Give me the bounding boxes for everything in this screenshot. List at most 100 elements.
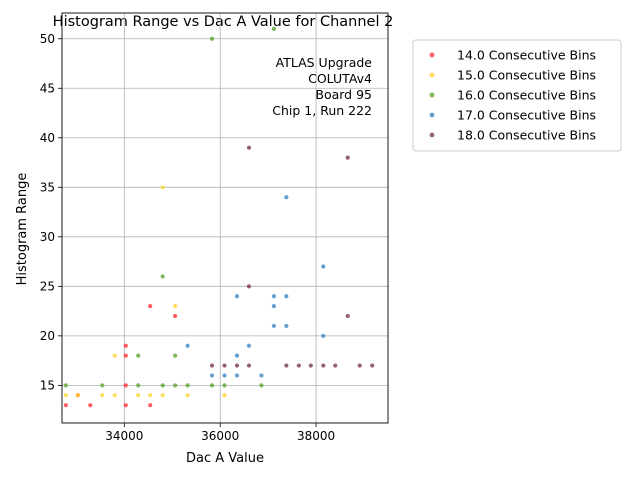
legend: 14.0 Consecutive Bins 15.0 Consecutive Bi… [412, 39, 622, 152]
data-point-series-3 [209, 383, 215, 388]
y-tick-label: 45 [40, 82, 55, 96]
plot-area-frame [61, 12, 389, 424]
legend-label: 16.0 Consecutive Bins [457, 88, 596, 103]
data-point-series-1 [63, 403, 68, 408]
y-tick-label: 40 [40, 131, 55, 145]
data-point-series-5 [222, 363, 227, 368]
data-point-series-1 [148, 403, 153, 408]
data-point-series-4 [321, 264, 326, 269]
data-point-series-2 [160, 185, 165, 190]
data-point-series-2 [173, 304, 178, 309]
data-point-series-2 [100, 393, 105, 398]
data-point-series-3 [271, 26, 276, 31]
annotation-line: ATLAS Upgrade [276, 55, 373, 70]
data-point-series-2 [185, 393, 190, 398]
annotation-line: Board 95 [315, 87, 372, 102]
data-point-series-3 [136, 353, 141, 358]
data-point-series-4 [209, 373, 215, 378]
y-tick-label: 25 [40, 280, 55, 294]
x-tick-label: 38000 [297, 429, 335, 443]
data-point-series-5 [246, 363, 252, 368]
data-point-series-4 [234, 373, 240, 378]
data-point-series-3 [185, 383, 190, 388]
data-point-series-5 [345, 155, 350, 160]
data-point-series-4 [271, 323, 276, 329]
grid-lines [62, 13, 388, 423]
legend-label: 18.0 Consecutive Bins [457, 128, 596, 143]
data-point-series-2 [112, 393, 117, 398]
data-point-series-5 [321, 363, 326, 368]
y-tick-label: 20 [40, 329, 55, 343]
legend-marker [429, 132, 435, 138]
x-tick-label: 36000 [201, 429, 239, 443]
data-point-series-2 [148, 393, 153, 398]
data-point-series-4 [284, 323, 289, 329]
y-tick-label: 35 [40, 181, 55, 195]
data-point-series-1 [123, 383, 128, 388]
data-point-series-4 [284, 294, 289, 299]
data-point-series-1 [88, 403, 93, 408]
data-point-series-4 [234, 294, 240, 299]
data-point-series-1 [123, 403, 128, 408]
legend-marker [429, 52, 435, 58]
data-point-series-2 [112, 353, 117, 358]
data-point-series-4 [321, 333, 326, 338]
data-point-series-3 [160, 383, 165, 388]
data-point-series-5 [246, 284, 252, 289]
data-point-series-5 [357, 363, 362, 368]
legend-label: 17.0 Consecutive Bins [457, 108, 596, 123]
data-point-series-4 [271, 304, 276, 309]
legend-marker [429, 112, 435, 118]
legend-marker [429, 72, 435, 78]
data-point-series-5 [345, 313, 350, 319]
x-tick-label: 34000 [105, 429, 143, 443]
data-points [63, 26, 375, 408]
data-point-series-1 [148, 304, 153, 309]
y-tick-label: 30 [40, 230, 55, 244]
data-point-series-1 [123, 343, 128, 348]
data-point-series-3 [63, 383, 68, 388]
data-point-series-5 [234, 363, 240, 368]
data-point-series-2 [136, 393, 141, 398]
data-point-series-5 [246, 145, 252, 150]
data-point-series-2 [160, 393, 165, 398]
data-point-series-3 [173, 383, 178, 388]
y-axis-label: Histogram Range [15, 173, 30, 286]
data-point-series-3 [160, 274, 165, 279]
legend-label: 14.0 Consecutive Bins [457, 48, 596, 63]
data-point-series-4 [185, 343, 190, 348]
data-point-series-5 [284, 363, 289, 368]
data-point-series-4 [234, 353, 240, 358]
legend-label: 15.0 Consecutive Bins [457, 68, 596, 83]
annotation-line: COLUTAv4 [308, 71, 372, 86]
legend-frame [412, 39, 622, 152]
data-point-series-1 [123, 353, 128, 358]
data-point-series-4 [222, 373, 227, 378]
y-tick-label: 50 [40, 32, 55, 46]
data-point-series-4 [271, 294, 276, 299]
y-tick-label: 15 [40, 379, 55, 393]
data-point-series-2 [222, 393, 227, 398]
data-point-series-3 [209, 36, 215, 41]
x-axis-ticks: 34000 36000 38000 [105, 423, 335, 443]
data-point-series-5 [209, 363, 215, 368]
data-point-series-4 [284, 195, 289, 200]
chart-title: Histogram Range vs Dac A Value for Chann… [53, 14, 394, 30]
data-point-series-3 [259, 383, 264, 388]
legend-marker [429, 92, 435, 98]
data-point-series-1 [173, 313, 178, 319]
data-point-series-2 [75, 393, 80, 398]
data-point-series-3 [222, 383, 227, 388]
data-point-series-3 [100, 383, 105, 388]
data-point-series-2 [63, 393, 68, 398]
data-point-series-5 [296, 363, 301, 368]
y-axis-ticks: 15 20 25 30 35 40 45 50 [40, 32, 62, 393]
data-point-series-5 [370, 363, 375, 368]
data-point-series-3 [173, 353, 178, 358]
data-point-series-5 [308, 363, 313, 368]
data-point-series-5 [333, 363, 338, 368]
data-point-series-4 [246, 343, 252, 348]
annotation-line: Chip 1, Run 222 [272, 103, 372, 118]
